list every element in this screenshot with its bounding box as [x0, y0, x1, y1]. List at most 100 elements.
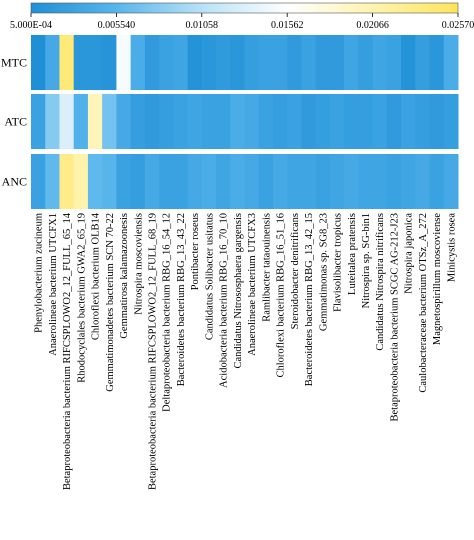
heatmap-cell: [31, 94, 46, 149]
heatmap-cells: [31, 35, 459, 209]
heatmap-cell: [116, 35, 132, 90]
column-label: Acidobacteria bacterium RBG_16_70_10: [219, 213, 230, 388]
heatmap-cell: [386, 154, 402, 209]
heatmap-cell: [272, 35, 288, 90]
heatmap-cell: [159, 35, 174, 90]
heatmap-cell: [287, 154, 302, 209]
heatmap-cell: [443, 154, 459, 209]
heatmap-cell: [329, 35, 345, 90]
column-labels: Phenylobacterium zucineum Anaerolineae ba…: [34, 212, 458, 490]
heatmap-cell: [73, 35, 89, 90]
colorbar-ticks: 5.000E-04 0.005540 0.01058 0.01562 0.02066 0.…: [10, 13, 474, 31]
column-label: Magnetospirillum moscoviense: [432, 213, 443, 345]
column-label: Pontibacter roseus: [190, 213, 201, 290]
column-label: Betaproteobacteria bacterium RIFCSPLOWO2…: [147, 213, 158, 490]
heatmap-cell: [358, 154, 374, 209]
heatmap-cell: [173, 154, 189, 209]
column-label: Candidatus Nitrososphaera gargensis: [233, 213, 244, 369]
row-label: MTC: [1, 56, 27, 70]
heatmap-cell: [358, 94, 374, 149]
column-label: Gemmatimonas sp. SG8_23: [318, 213, 329, 331]
heatmap-cell: [187, 35, 203, 90]
heatmap-cell: [301, 35, 317, 90]
heatmap-cell: [415, 35, 431, 90]
heatmap-cell: [102, 154, 117, 209]
heatmap-cell: [415, 154, 431, 209]
colorbar-tick-label: 5.000E-04: [10, 20, 52, 31]
heatmap-cell: [59, 94, 75, 149]
row-label: ATC: [4, 115, 27, 129]
heatmap-cell: [287, 35, 302, 90]
column-label: Anaerolineae bacterium UTCFX3: [247, 213, 258, 356]
column-label: Flavisolibacter tropicus: [333, 213, 344, 312]
column-label: Phenylobacterium zucineum: [34, 213, 45, 333]
heatmap-cell: [344, 35, 359, 90]
colorbar-tick-label: 0.02066: [356, 20, 389, 31]
heatmap-cell: [429, 35, 445, 90]
heatmap-cell: [31, 35, 46, 90]
column-label: Bacteroidetes bacterium RBG_13_43_22: [176, 213, 187, 386]
column-label: Betaproteobacteria bacterium SCGC AG-212…: [389, 213, 400, 422]
row-labels: MTC ATC ANC: [1, 56, 27, 189]
heatmap-cell: [144, 35, 160, 90]
heatmap-cell: [201, 154, 217, 209]
heatmap-cell: [73, 154, 89, 209]
heatmap-cell: [372, 154, 388, 209]
heatmap-cell: [401, 154, 416, 209]
heatmap-cell: [230, 94, 245, 149]
heatmap-cell: [443, 35, 459, 90]
colorbar-gradient: [30, 2, 459, 14]
heatmap-cell: [258, 94, 274, 149]
heatmap-cell: [386, 35, 402, 90]
heatmap-cell: [372, 35, 388, 90]
heatmap-cell: [102, 35, 117, 90]
heatmap-cell: [216, 94, 231, 149]
heatmap-cell: [443, 94, 459, 149]
heatmap-cell: [272, 94, 288, 149]
heatmap-cell: [301, 94, 317, 149]
column-label: Deltaproteobacteria bacterium RBG_16_54_…: [162, 213, 173, 412]
heatmap-cell: [31, 154, 46, 209]
heatmap-cell: [344, 94, 359, 149]
colorbar-tick-label: 0.02570: [442, 20, 474, 31]
heatmap-cell: [187, 154, 203, 209]
column-label: Luteitalea pratensis: [347, 213, 358, 295]
heatmap-cell: [258, 35, 274, 90]
column-label: Minicystis rosea: [446, 213, 457, 282]
heatmap-cell: [187, 94, 203, 149]
heatmap-cell: [401, 35, 416, 90]
heatmap-cell: [415, 94, 431, 149]
heatmap-cell: [344, 154, 359, 209]
column-label: Anaerolineae bacterium UTCFX1: [48, 213, 59, 356]
heatmap-cell: [144, 94, 160, 149]
column-label: Candidatus Nitrospira nitrificans: [375, 213, 386, 351]
heatmap-cell: [429, 154, 445, 209]
heatmap-cell: [244, 35, 260, 90]
column-label: Gemmatirosa kalamazoonesis: [119, 213, 130, 339]
heatmap-cell: [329, 154, 345, 209]
colorbar-tick-label: 0.005540: [98, 20, 136, 31]
column-label: Bacteroidetes bacterium RBG_13_42_15: [304, 213, 315, 386]
heatmap-cell: [315, 94, 331, 149]
column-label: Chloroflexi bacterium RBG_16_51_16: [276, 213, 287, 377]
heatmap-cell: [401, 94, 416, 149]
heatmap-cell: [159, 94, 174, 149]
heatmap-cell: [116, 154, 132, 209]
heatmap-cell: [258, 154, 274, 209]
heatmap-cell: [201, 94, 217, 149]
heatmap-cell: [130, 94, 146, 149]
heatmap-cell: [73, 94, 89, 149]
column-label: Nitrospira japonica: [404, 213, 415, 294]
heatmap-cell: [287, 94, 302, 149]
colorbar-tick-label: 0.01058: [186, 20, 219, 31]
heatmap-cell: [45, 154, 60, 209]
heatmap-cell: [230, 35, 245, 90]
column-label: Candidatus Solibacter usitatus: [204, 213, 215, 340]
heatmap-cell: [216, 154, 231, 209]
column-label: Caulobacteraceae bacterium OTSz_A_272: [418, 213, 429, 393]
heatmap-cell: [45, 94, 60, 149]
heatmap-cell: [329, 94, 345, 149]
heatmap-cell: [301, 154, 317, 209]
heatmap-cell: [315, 154, 331, 209]
